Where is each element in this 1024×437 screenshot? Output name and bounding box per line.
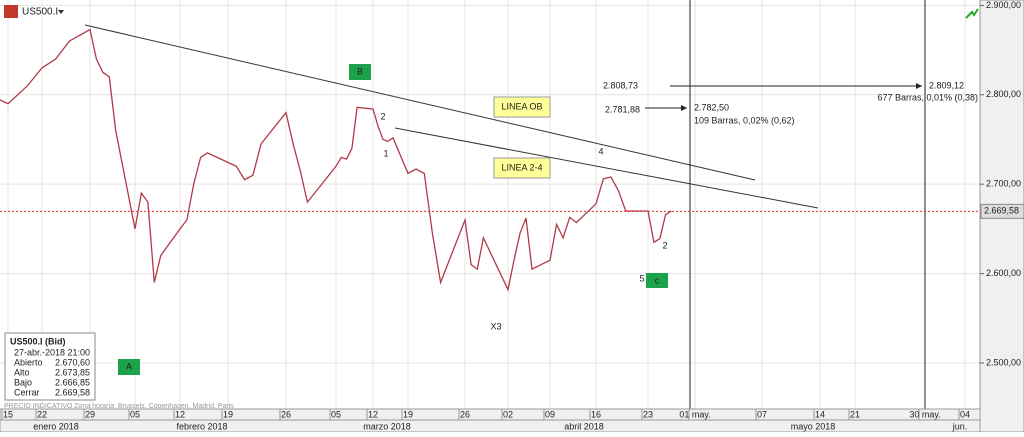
x-tick-label: 07 [757,409,767,419]
month-label: mayo 2018 [791,421,836,431]
x-tick-label: 22 [37,409,47,419]
month-label: abril 2018 [564,421,604,431]
info-value: 2.673,85 [55,367,90,377]
x-tick-label: 21 [850,409,860,419]
arrow-head [916,83,922,89]
x-tick-label: 16 [591,409,601,419]
price-tag-label: 2.669,58 [984,206,1019,216]
info-value: 2.666,85 [55,377,90,387]
x-tick-label: 05 [130,409,140,419]
x-tick-label: 12 [368,409,378,419]
x-tick-label: 01 may. [679,409,710,419]
measure-info: 677 Barras, 0,01% (0,38) [877,92,978,102]
info-label: Abierto [14,357,43,367]
month-label: marzo 2018 [363,421,411,431]
label-box [349,64,371,80]
measure-to: 2.782,50 [694,102,729,112]
dropdown-icon[interactable] [58,10,64,14]
wave-label: B [357,66,363,76]
info-rows: Abierto 2.670,60 Alto 2.673,85 Bajo 2.666,85 C… [14,357,90,397]
x-tick-label: 26 [460,409,470,419]
info-box [4,332,96,401]
y-tick-label: 2.600,00 [986,268,1021,278]
x-tick-label: 19 [223,409,233,419]
month-label: enero 2018 [33,421,79,431]
info-label: Bajo [14,377,32,387]
arrow-head [681,105,687,111]
wave-label: 5 [639,273,644,283]
measure-from: 2.781,88 [605,104,640,114]
x-axis [0,408,981,421]
info-title: US500.I (Bid) [10,336,66,346]
label-box [493,96,551,118]
measure-to: 2.809,12 [929,80,964,90]
x-tick-label: 09 [545,409,555,419]
footer: PRECIO INDICATIVO Zona horaria: Brussels… [4,403,234,410]
price-line [0,28,672,292]
info-value: 2.670,60 [55,357,90,367]
y-tick-label: 2.700,00 [986,179,1021,189]
symbol: US500.I [22,7,58,18]
wave-label: 4 [598,146,603,156]
flag-icon [4,5,18,18]
info-label: Cerrar [14,387,40,397]
x-tick-label: 23 [643,409,653,419]
y-tick-label: 2.500,00 [986,357,1021,367]
info-date: 27-abr.-2018 21:00 [14,347,90,357]
x-tick-label: 05 [331,409,341,419]
wave-label: 2 [662,240,667,250]
y-tick-label: 2.900,00 [986,0,1021,10]
x-tick-label: 15 [3,409,13,419]
x-tick-label: 30 may. [909,409,940,419]
wave-label: X3 [490,321,501,331]
x-tick-label: 02 [503,409,513,419]
wave-label: 2 [380,111,385,121]
x-tick-label: 04 [960,409,970,419]
wave-label: c [655,275,660,285]
line-label: LINEA 2-4 [501,162,542,172]
wave-label: A [126,361,132,371]
x-tick-label: 26 [281,409,291,419]
label-box [646,273,668,288]
measure-info: 109 Barras, 0,02% (0,62) [694,115,795,125]
measure-from: 2.808,73 [603,80,638,90]
trend-line [84,24,756,181]
x-tick-label: 19 [403,409,413,419]
info-value: 2.669,58 [55,387,90,397]
x-tick-label: 29 [85,409,95,419]
month-label: jun. [952,421,968,431]
y-tick-label: 2.800,00 [986,89,1021,99]
info-label: Alto [14,367,30,377]
grid [0,0,980,409]
price-tag [980,203,1024,219]
line-label: LINEA OB [501,101,542,111]
label-box [493,157,551,179]
label-box [118,359,140,375]
month-label: febrero 2018 [176,421,227,431]
trend-icon[interactable] [965,8,979,19]
x-tick-label: 14 [815,409,825,419]
wave-label: 1 [383,148,388,158]
x-tick-label: 12 [175,409,185,419]
trend-line [394,127,819,209]
